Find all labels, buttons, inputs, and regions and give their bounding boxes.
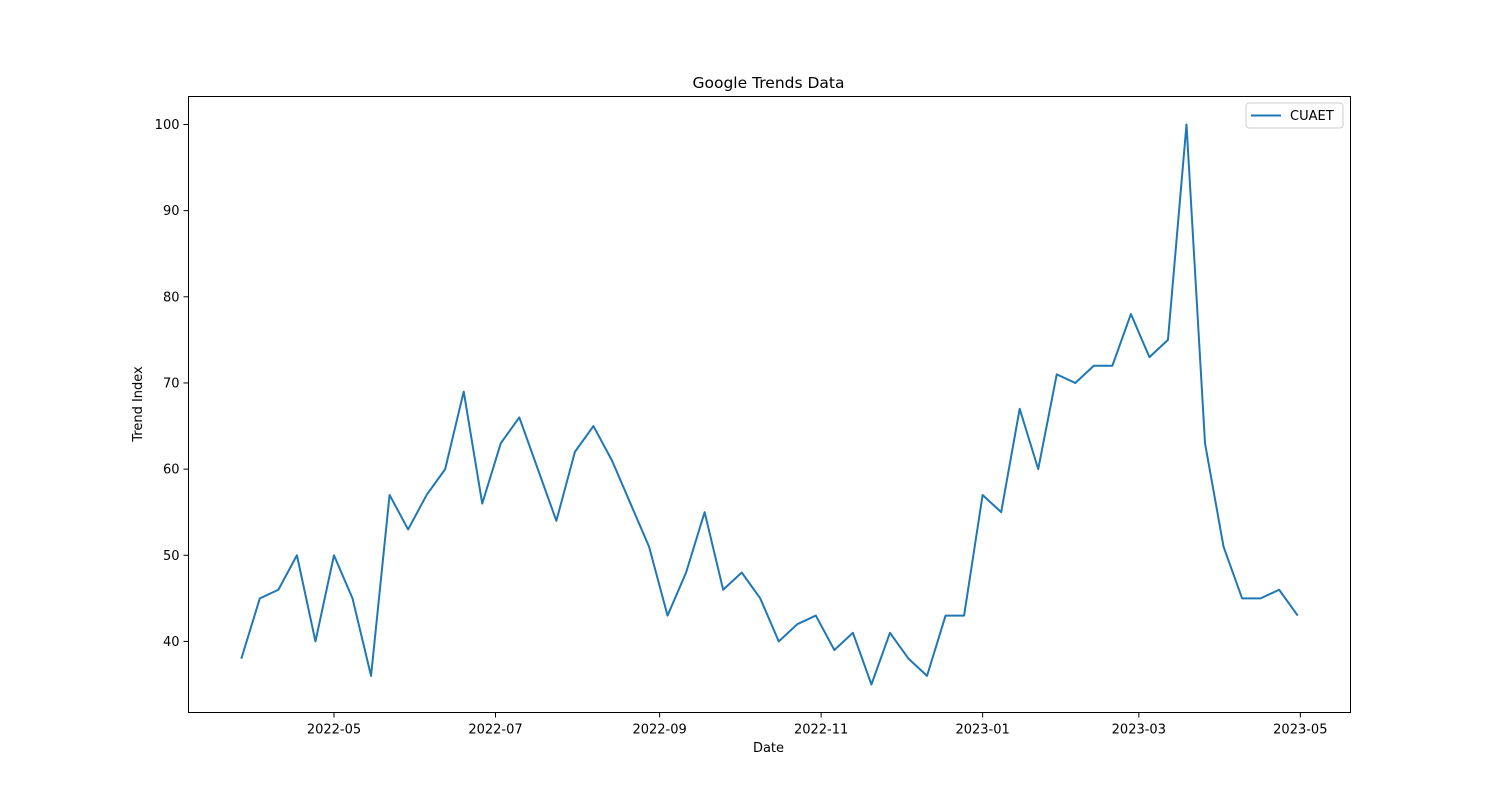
data-point bbox=[629, 502, 633, 506]
x-tick-label: 2023-01 bbox=[955, 723, 1009, 738]
data-point bbox=[388, 493, 392, 497]
legend: CUAET bbox=[1245, 102, 1344, 129]
data-point bbox=[276, 588, 280, 592]
data-point bbox=[295, 553, 299, 557]
data-point bbox=[369, 674, 373, 678]
data-point bbox=[1222, 545, 1226, 549]
data-point bbox=[313, 639, 317, 643]
data-point bbox=[1296, 614, 1300, 618]
data-point bbox=[480, 502, 484, 506]
data-point bbox=[888, 631, 892, 635]
data-point bbox=[351, 596, 355, 600]
y-axis-label: Trend Index bbox=[131, 366, 146, 443]
data-point bbox=[832, 648, 836, 652]
data-point bbox=[258, 596, 262, 600]
series-line-cuaet bbox=[240, 123, 1299, 686]
data-point bbox=[814, 614, 818, 618]
data-point bbox=[591, 424, 595, 428]
data-point bbox=[1073, 381, 1077, 385]
data-point bbox=[462, 390, 466, 394]
data-point bbox=[536, 467, 540, 471]
chart-title: Google Trends Data bbox=[692, 74, 844, 92]
data-point bbox=[666, 614, 670, 618]
data-point bbox=[777, 639, 781, 643]
x-tick-label: 2022-09 bbox=[632, 723, 686, 738]
data-point bbox=[1129, 312, 1133, 316]
x-tick-label: 2023-05 bbox=[1273, 723, 1327, 738]
data-point bbox=[721, 588, 725, 592]
data-point bbox=[1055, 372, 1059, 376]
data-point bbox=[869, 683, 873, 687]
data-point bbox=[981, 493, 985, 497]
data-point bbox=[610, 459, 614, 463]
data-point bbox=[1277, 588, 1281, 592]
data-point bbox=[443, 467, 447, 471]
y-tick-label: 50 bbox=[163, 549, 180, 564]
data-point bbox=[684, 571, 688, 575]
data-point bbox=[1166, 338, 1170, 342]
y-tick-label: 100 bbox=[155, 118, 180, 133]
data-point bbox=[1147, 355, 1151, 359]
data-point bbox=[239, 657, 243, 661]
data-point bbox=[758, 596, 762, 600]
data-point bbox=[1018, 407, 1022, 411]
data-point bbox=[851, 631, 855, 635]
data-point bbox=[925, 674, 929, 678]
data-point bbox=[1203, 441, 1207, 445]
y-tick-label: 80 bbox=[163, 290, 180, 305]
x-axis-label: Date bbox=[753, 741, 784, 756]
data-point bbox=[332, 553, 336, 557]
x-tick-label: 2022-05 bbox=[307, 723, 361, 738]
y-tick-label: 60 bbox=[163, 463, 180, 478]
data-point bbox=[1259, 596, 1263, 600]
data-point bbox=[1092, 364, 1096, 368]
data-point bbox=[944, 614, 948, 618]
y-tick-label: 90 bbox=[163, 204, 180, 219]
data-point bbox=[962, 614, 966, 618]
y-tick-label: 70 bbox=[163, 376, 180, 391]
y-axis: 40 50 60 70 80 90 100 bbox=[155, 118, 189, 650]
x-axis: 2022-05 2022-07 2022-09 2022-11 2023-01 2023-… bbox=[307, 712, 1327, 738]
data-point bbox=[703, 510, 707, 514]
plot-area bbox=[239, 123, 1300, 687]
x-tick-label: 2022-07 bbox=[468, 723, 522, 738]
legend-box bbox=[1245, 102, 1344, 129]
legend-label: CUAET bbox=[1290, 109, 1334, 124]
data-point bbox=[999, 510, 1003, 514]
data-point bbox=[499, 441, 503, 445]
data-point bbox=[1240, 596, 1244, 600]
data-point bbox=[795, 622, 799, 626]
x-tick-label: 2022-11 bbox=[794, 723, 848, 738]
data-point bbox=[1110, 364, 1114, 368]
data-point bbox=[554, 519, 558, 523]
data-point bbox=[1036, 467, 1040, 471]
data-point bbox=[740, 571, 744, 575]
axes-frame bbox=[188, 96, 1351, 713]
data-point bbox=[517, 415, 521, 419]
data-point bbox=[907, 657, 911, 661]
x-tick-label: 2023-03 bbox=[1112, 723, 1166, 738]
data-point bbox=[406, 527, 410, 531]
data-point bbox=[1184, 123, 1188, 127]
y-tick-label: 40 bbox=[163, 635, 180, 650]
data-point bbox=[647, 545, 651, 549]
data-point bbox=[573, 450, 577, 454]
data-point bbox=[425, 493, 429, 497]
